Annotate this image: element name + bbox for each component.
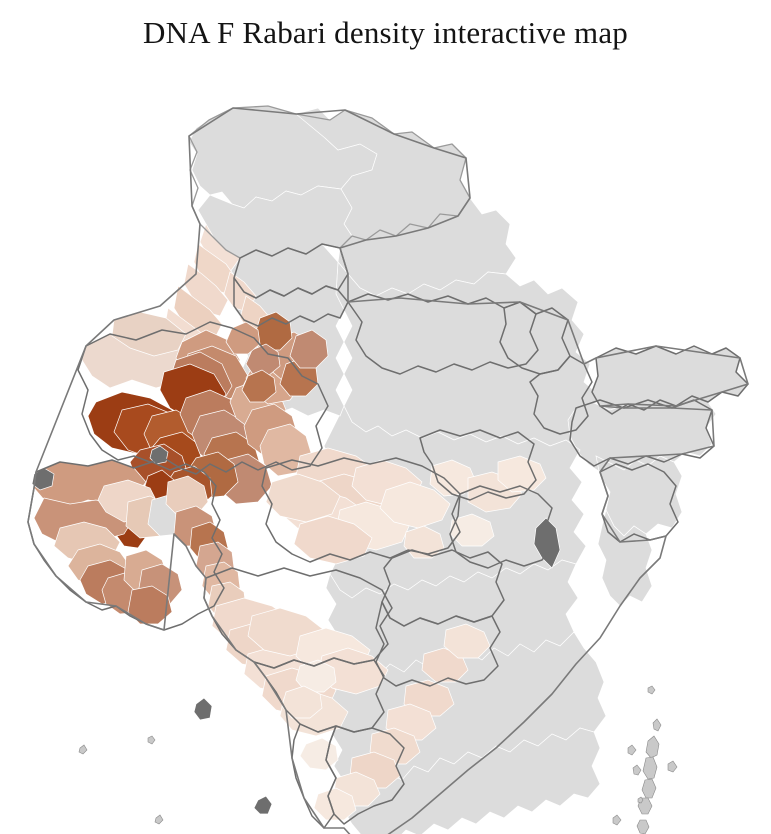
nodata-layer [32,446,560,814]
page-title: DNA F Rabari density interactive map [142,15,628,50]
state-boundary-layer [28,106,748,834]
density-layer[interactable] [34,224,546,820]
india-district-map-svg[interactable] [0,58,771,834]
island-layer [79,686,677,834]
choropleth-map[interactable] [0,58,771,834]
